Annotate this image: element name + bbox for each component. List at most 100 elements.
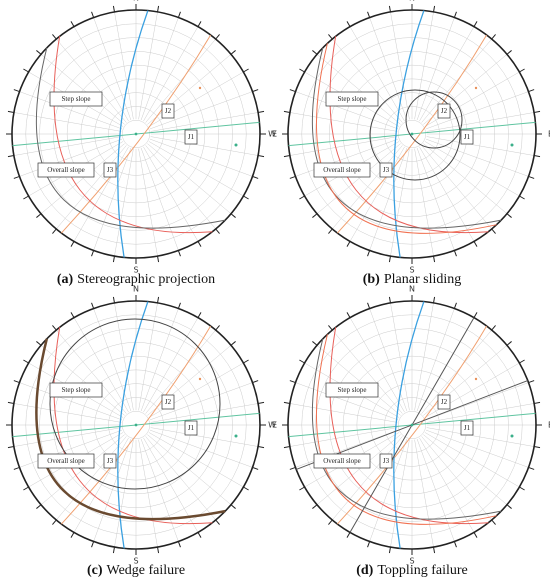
net-radial xyxy=(40,143,125,214)
primitive-tick xyxy=(388,296,391,303)
net-radial xyxy=(143,317,199,413)
net-radial xyxy=(369,17,408,121)
annotation-label: J2 xyxy=(165,107,172,115)
primitive-tick xyxy=(328,34,333,40)
net-radial xyxy=(421,329,492,414)
primitive-tick xyxy=(258,401,265,404)
net-radial xyxy=(416,17,455,121)
primitive-tick xyxy=(215,34,220,40)
pole xyxy=(510,434,514,438)
net-radial xyxy=(148,432,244,488)
net-radial xyxy=(73,437,129,533)
primitive-tick xyxy=(215,228,220,234)
primitive-tick xyxy=(367,250,371,257)
net-radial xyxy=(140,147,179,251)
net-circle xyxy=(397,410,427,440)
annotation-box xyxy=(325,382,379,398)
annotation-box xyxy=(325,91,379,107)
primitive-tick xyxy=(243,359,249,364)
primitive-tick xyxy=(52,228,57,234)
primitive-tick xyxy=(7,110,14,113)
primitive-tick xyxy=(346,532,351,538)
annotation-box xyxy=(49,382,103,398)
primitive-tick xyxy=(528,380,535,384)
plane-trace xyxy=(329,36,489,234)
primitive-tick xyxy=(299,359,305,364)
primitive-tick xyxy=(157,256,160,263)
annotation-box xyxy=(437,103,451,119)
primitive-tick xyxy=(243,195,249,200)
net-radial xyxy=(316,345,401,416)
primitive-tick xyxy=(534,401,541,404)
net-circle xyxy=(121,410,151,440)
net-radial xyxy=(425,382,529,421)
net-circle xyxy=(121,119,151,149)
primitive-tick xyxy=(197,532,202,538)
net-radial xyxy=(150,403,259,423)
primitive-tick xyxy=(312,504,318,509)
primitive-tick xyxy=(491,519,496,525)
net-radial xyxy=(145,436,216,521)
primitive-tick xyxy=(197,21,202,27)
net-radial xyxy=(419,26,475,122)
stereonet-panel: N E S W Step slope Overall slope J2 J1 J3 (a)Ster… xyxy=(0,0,277,287)
net-radial xyxy=(424,141,520,197)
primitive-tick xyxy=(289,89,296,93)
primitive-tick xyxy=(367,541,371,548)
primitive-tick xyxy=(258,110,265,113)
direction-label: E xyxy=(548,130,550,139)
primitive-tick xyxy=(13,89,20,93)
primitive-tick xyxy=(283,155,290,158)
stereonet-panel: N E S W Step slope Overall slope J2 J1 J3 (d) Topp… xyxy=(268,285,550,579)
direction-label: W xyxy=(268,421,276,430)
primitive-tick xyxy=(473,312,478,318)
primitive-tick xyxy=(91,250,95,257)
net-radial xyxy=(424,362,520,418)
net-radial xyxy=(332,436,403,521)
net-radial xyxy=(150,112,259,132)
net-radial xyxy=(369,438,408,542)
net-radial xyxy=(316,434,401,505)
primitive-tick xyxy=(112,256,115,263)
primitive-tick xyxy=(112,296,115,303)
primitive-tick xyxy=(283,446,290,449)
net-radial xyxy=(416,308,455,412)
net-radial xyxy=(295,429,399,468)
primitive-tick xyxy=(252,89,259,93)
direction-label: N xyxy=(133,285,139,294)
net-radial xyxy=(114,439,134,548)
direction-label: E xyxy=(272,421,277,430)
primitive-tick xyxy=(367,302,371,309)
primitive-tick xyxy=(7,155,14,158)
caption: (d) Toppling failure xyxy=(356,563,468,578)
primitive-tick xyxy=(433,256,436,263)
net-radial xyxy=(93,17,132,121)
primitive-tick xyxy=(433,547,436,554)
net-radial xyxy=(73,26,129,122)
net-radial xyxy=(140,17,179,121)
primitive-tick xyxy=(52,34,57,40)
net-radial xyxy=(349,26,405,122)
primitive-tick xyxy=(157,547,160,554)
primitive-tick xyxy=(388,5,391,12)
primitive-tick xyxy=(23,486,29,491)
plane-trace xyxy=(61,34,212,234)
plane-trace xyxy=(315,334,497,525)
plane-trace xyxy=(311,338,502,520)
primitive-tick xyxy=(177,302,181,309)
plane-trace xyxy=(35,47,226,229)
net-radial xyxy=(147,54,232,125)
primitive-tick xyxy=(230,504,236,509)
caption-text: Toppling failure xyxy=(377,563,467,578)
net-radial xyxy=(13,136,122,156)
primitive-tick xyxy=(534,110,541,113)
net-radial xyxy=(332,145,403,230)
annotation-box xyxy=(103,162,117,178)
primitive-tick xyxy=(289,380,296,384)
net-radial xyxy=(423,345,508,416)
primitive-tick xyxy=(157,5,160,12)
primitive-tick xyxy=(177,11,181,18)
net-radial xyxy=(143,26,199,122)
net-radial xyxy=(332,38,403,123)
net-radial xyxy=(421,436,492,521)
